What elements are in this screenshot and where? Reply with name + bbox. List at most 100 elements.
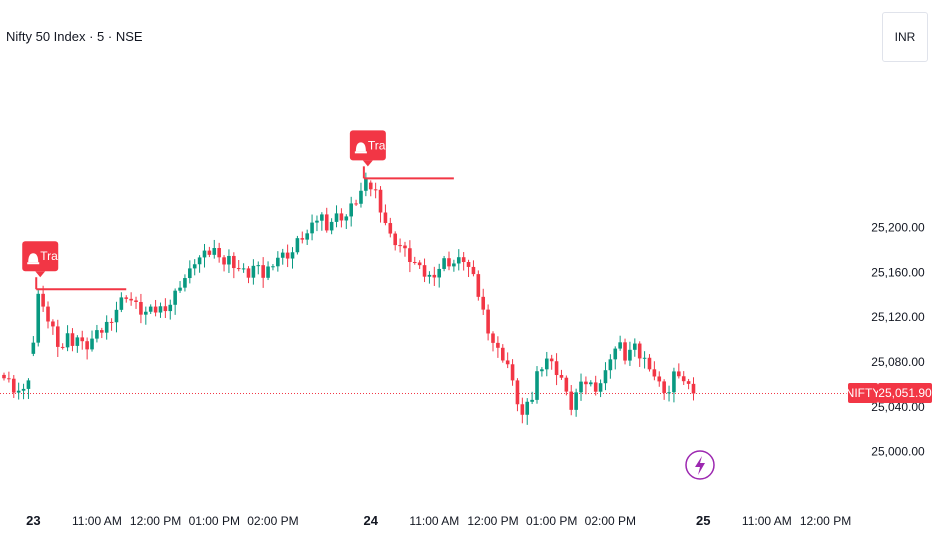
candle — [647, 354, 652, 372]
candle — [412, 256, 417, 265]
candle — [339, 208, 344, 228]
candle — [437, 263, 442, 288]
candle — [667, 385, 671, 402]
y-tick-label: 25,080.00 — [871, 355, 925, 369]
candle — [540, 367, 544, 377]
x-tick-label: 25 — [696, 513, 710, 528]
candle — [598, 379, 603, 398]
candle — [544, 351, 549, 377]
last-price-label: 25,051.90 — [878, 386, 932, 400]
candle — [393, 231, 397, 251]
candle — [144, 306, 148, 325]
candle — [530, 391, 534, 405]
candle — [46, 301, 50, 329]
candle — [70, 328, 75, 352]
candle — [251, 259, 256, 285]
candle — [584, 376, 588, 395]
candle — [109, 318, 114, 331]
candle — [163, 298, 168, 319]
candle — [202, 243, 207, 268]
candle — [134, 296, 138, 309]
candle — [461, 252, 466, 271]
candle — [442, 255, 446, 272]
candle — [124, 295, 129, 303]
candle — [398, 238, 402, 253]
candle — [305, 229, 309, 245]
candle — [285, 244, 290, 268]
candle — [691, 377, 696, 401]
x-tick-label: 02:00 PM — [585, 514, 636, 528]
symbol-label: NIFTY — [846, 386, 881, 400]
lightning-icon[interactable] — [685, 450, 715, 480]
candle — [104, 315, 109, 340]
candle — [525, 398, 530, 425]
currency-button[interactable]: INR — [882, 12, 928, 62]
candle — [212, 239, 217, 259]
candle — [236, 259, 241, 272]
trap-label: Trap — [40, 249, 65, 263]
candle — [388, 217, 393, 238]
candle — [55, 319, 60, 357]
bell-icon — [354, 142, 367, 154]
candle — [324, 207, 329, 233]
candle — [452, 259, 456, 272]
candle — [192, 259, 197, 276]
candle — [481, 288, 486, 315]
candle — [60, 343, 65, 350]
candle — [261, 257, 265, 288]
candle — [368, 180, 373, 197]
candle — [222, 255, 226, 272]
candle — [535, 366, 539, 404]
x-tick-label: 11:00 AM — [742, 514, 792, 528]
candle — [183, 274, 187, 292]
candle — [505, 352, 510, 369]
candle — [320, 212, 324, 231]
annotations-layer: Trap Trap — [22, 130, 454, 291]
candle — [276, 251, 280, 272]
candle — [559, 369, 564, 380]
last-price-badge — [878, 383, 932, 403]
candle — [491, 331, 495, 352]
candle — [246, 266, 251, 284]
candle — [476, 270, 481, 301]
candle — [65, 325, 70, 352]
candle — [290, 247, 295, 269]
candle — [85, 337, 89, 360]
trap-marker[interactable]: Trap — [349, 130, 454, 180]
candle — [677, 363, 681, 379]
candle — [613, 346, 618, 370]
candle — [359, 182, 363, 208]
candle — [618, 335, 622, 351]
candle — [408, 240, 412, 273]
candle — [197, 255, 202, 273]
candle — [569, 384, 574, 416]
candle — [500, 344, 505, 363]
y-tick-label: 25,040.00 — [871, 400, 925, 414]
time-axis[interactable]: 23 11:00 AM 12:00 PM 01:00 PM 02:00 PM 24 11:0… — [26, 513, 851, 528]
candle — [95, 324, 99, 343]
candle — [300, 231, 305, 244]
candle — [579, 373, 583, 401]
candle — [21, 383, 26, 400]
candle — [496, 336, 500, 358]
chart-title: Nifty 50 Index · 5 · NSE — [6, 29, 143, 44]
candle — [90, 330, 94, 352]
candle — [349, 196, 353, 227]
candle — [486, 304, 490, 341]
candle — [207, 246, 212, 258]
price-axis[interactable]: 25,200.00 25,160.00 25,120.00 25,080.00 25,0… — [871, 221, 925, 459]
candle — [515, 378, 520, 412]
candle — [364, 172, 368, 197]
candle — [51, 319, 55, 335]
candle — [241, 263, 246, 273]
candle — [417, 260, 422, 269]
candle — [11, 375, 16, 398]
candle — [158, 302, 163, 318]
trap-marker[interactable]: Trap — [22, 241, 127, 291]
candles-layer — [2, 172, 696, 425]
x-tick-label: 23 — [26, 513, 40, 528]
candle — [633, 338, 637, 357]
candle — [593, 375, 598, 396]
candle — [148, 304, 153, 314]
